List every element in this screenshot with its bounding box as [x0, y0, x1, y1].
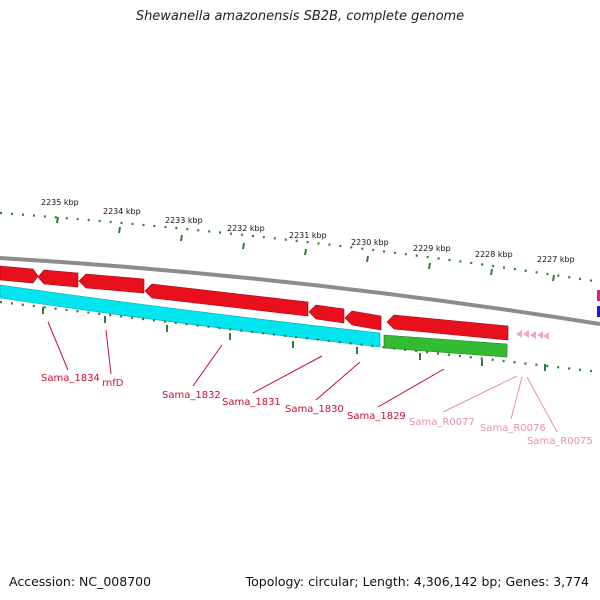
gene-label: Sama_1834 — [41, 373, 100, 384]
gene-label: Sama_1829 — [347, 411, 406, 422]
rna-arrow — [537, 331, 543, 339]
rna-arrow — [543, 332, 549, 340]
gene-arrow — [308, 304, 345, 324]
edge-feature-magenta — [597, 290, 600, 301]
accession-text: Accession: NC_008700 — [9, 574, 152, 589]
gene-track-red — [0, 265, 509, 341]
gene-arrow — [344, 310, 382, 331]
scale-tick-label: 2235 kbp — [41, 198, 79, 207]
cog-block-cyan — [0, 284, 381, 348]
label-leaders — [47, 321, 558, 433]
gene-arrow — [144, 283, 309, 317]
cog-block-green — [383, 334, 508, 358]
scale-tick-label: 2231 kbp — [289, 231, 327, 240]
gene-label: Sama_R0076 — [480, 423, 546, 434]
genome-backbone — [0, 256, 600, 326]
scale-ring-outer — [0, 211, 600, 284]
page-title: Shewanella amazonensis SB2B, complete ge… — [135, 9, 465, 24]
scale-tick-label: 2229 kbp — [413, 244, 451, 253]
gene-arrow — [78, 273, 145, 294]
scale-ring-inner — [0, 300, 600, 374]
scale-tick-label: 2228 kbp — [475, 250, 513, 259]
gene-label: Sama_R0075 — [527, 436, 593, 447]
rna-arrow — [530, 331, 536, 339]
gene-label: Sama_1830 — [285, 404, 344, 415]
rna-track — [516, 330, 549, 340]
scale-tick-label: 2227 kbp — [537, 255, 575, 264]
gene-arrow — [0, 265, 39, 284]
scale-tick-label: 2234 kbp — [103, 207, 141, 216]
gene-label: Sama_1832 — [162, 390, 221, 401]
rna-arrow — [523, 330, 529, 338]
edge-feature-blue — [597, 306, 600, 317]
scale-tick-label: 2232 kbp — [227, 224, 265, 233]
cog-band — [0, 284, 508, 358]
gene-arrow — [386, 314, 509, 341]
gene-label: Sama_1831 — [222, 397, 281, 408]
gene-label: rnfD — [102, 378, 124, 389]
gene-label: Sama_R0077 — [409, 417, 475, 428]
rna-arrow — [516, 330, 522, 338]
topology-text: Topology: circular; Length: 4,306,142 bp… — [245, 574, 589, 589]
gene-arrow — [37, 269, 79, 288]
scale-tick-label: 2233 kbp — [165, 216, 203, 225]
scale-tick-label: 2230 kbp — [351, 238, 389, 247]
